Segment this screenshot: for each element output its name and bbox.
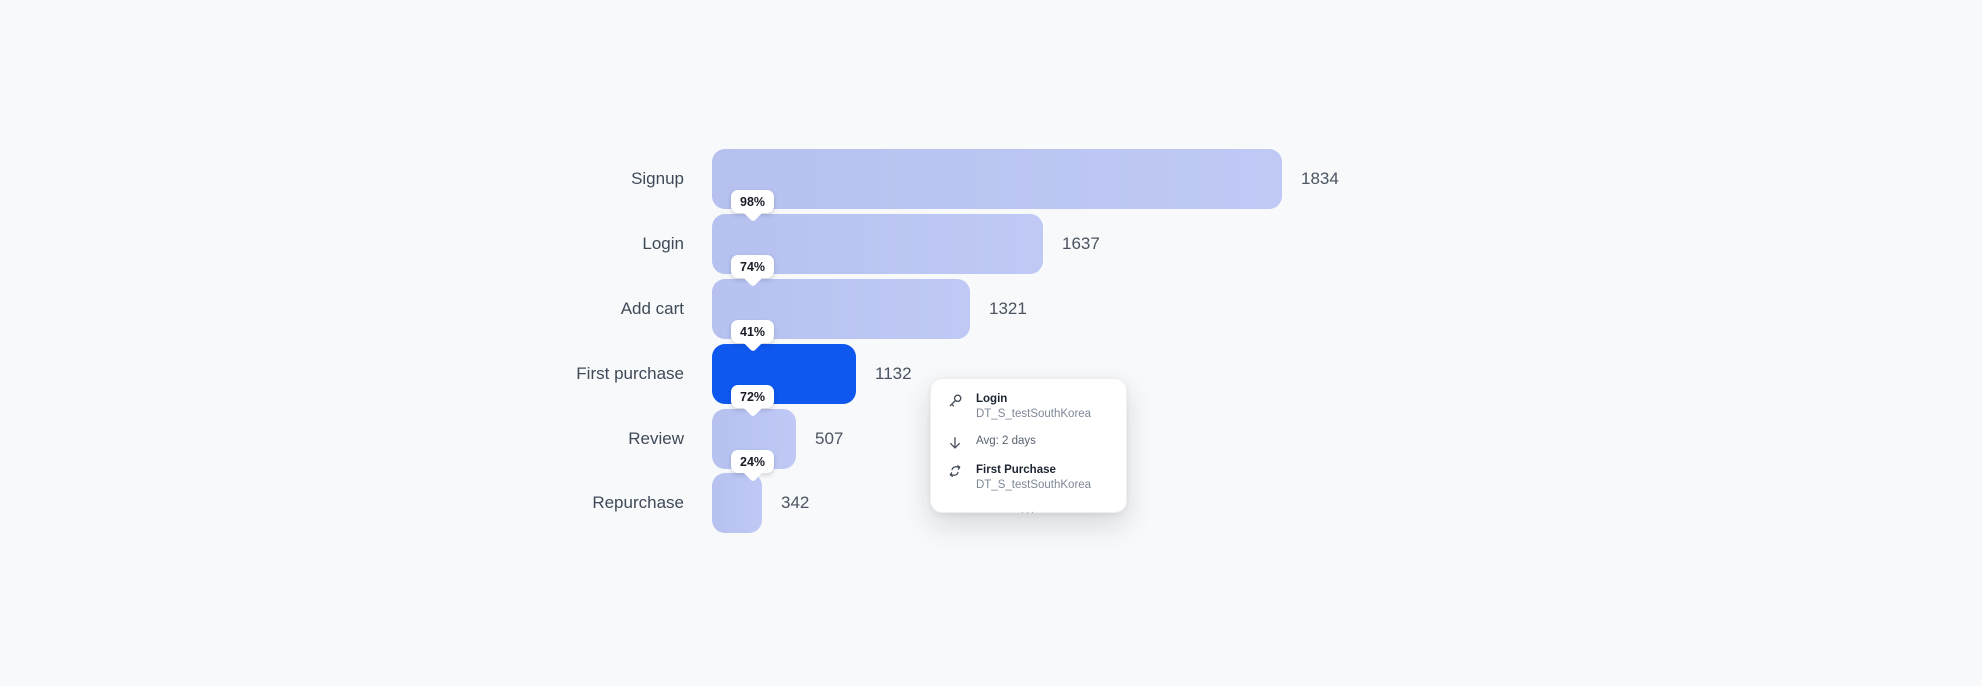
key-icon: [947, 393, 963, 409]
tooltip-row-text: First Purchase DT_S_testSouthKorea: [976, 463, 1091, 493]
tooltip-row-subtitle: DT_S_testSouthKorea: [976, 478, 1092, 491]
tooltip-row-subtitle: DT_S_testSouthKorea: [976, 407, 1092, 420]
repeat-icon: [947, 464, 963, 480]
tooltip-row-title: Login: [976, 393, 1008, 405]
funnel-category-label-signup: Signup: [631, 169, 684, 188]
funnel-category-label-add-cart: Add cart: [620, 299, 684, 318]
conversion-rate-badge: 74%: [731, 255, 775, 278]
tooltip-row-title: Avg: 2 days: [976, 434, 1036, 447]
arrow-down-icon: [947, 435, 963, 451]
funnel-category-label-first-purchase: First purchase: [576, 364, 684, 383]
funnel-value-login: 1637: [1062, 234, 1100, 253]
funnel-category-label-repurchase: Repurchase: [592, 493, 684, 512]
conversion-rate-badge: 24%: [731, 450, 775, 473]
funnel-bar-repurchase[interactable]: [712, 473, 762, 533]
funnel-category-label-review: Review: [628, 429, 684, 448]
tooltip-row: Avg: 2 days: [947, 434, 1110, 451]
tooltip-row: First Purchase DT_S_testSouthKorea: [947, 463, 1110, 493]
funnel-value-review: 507: [815, 429, 844, 448]
tooltip-row: Login DT_S_testSouthKorea: [947, 392, 1110, 422]
funnel-value-signup: 1834: [1301, 169, 1339, 188]
conversion-rate-badge: 41%: [731, 320, 775, 343]
funnel-value-first-purchase: 1132: [875, 364, 912, 383]
funnel-value-repurchase: 342: [781, 493, 810, 512]
tooltip-row-text: Avg: 2 days: [976, 434, 1036, 449]
tooltip-row-text: Login DT_S_testSouthKorea: [976, 392, 1091, 422]
funnel-bar-signup[interactable]: [712, 149, 1282, 209]
funnel-value-add-cart: 1321: [989, 299, 1027, 318]
conversion-rate-badge: 98%: [731, 190, 775, 213]
conversion-rate-badge: 72%: [731, 385, 775, 408]
tooltip-row-title: First Purchase: [976, 463, 1056, 476]
tooltip-rows: Login DT_S_testSouthKorea Avg: 2 days First…: [947, 392, 1110, 493]
tooltip: Login DT_S_testSouthKorea Avg: 2 days First…: [930, 378, 1127, 516]
tooltip-more-indicator: ...: [1020, 503, 1037, 516]
funnel-category-label-login: Login: [642, 234, 684, 253]
